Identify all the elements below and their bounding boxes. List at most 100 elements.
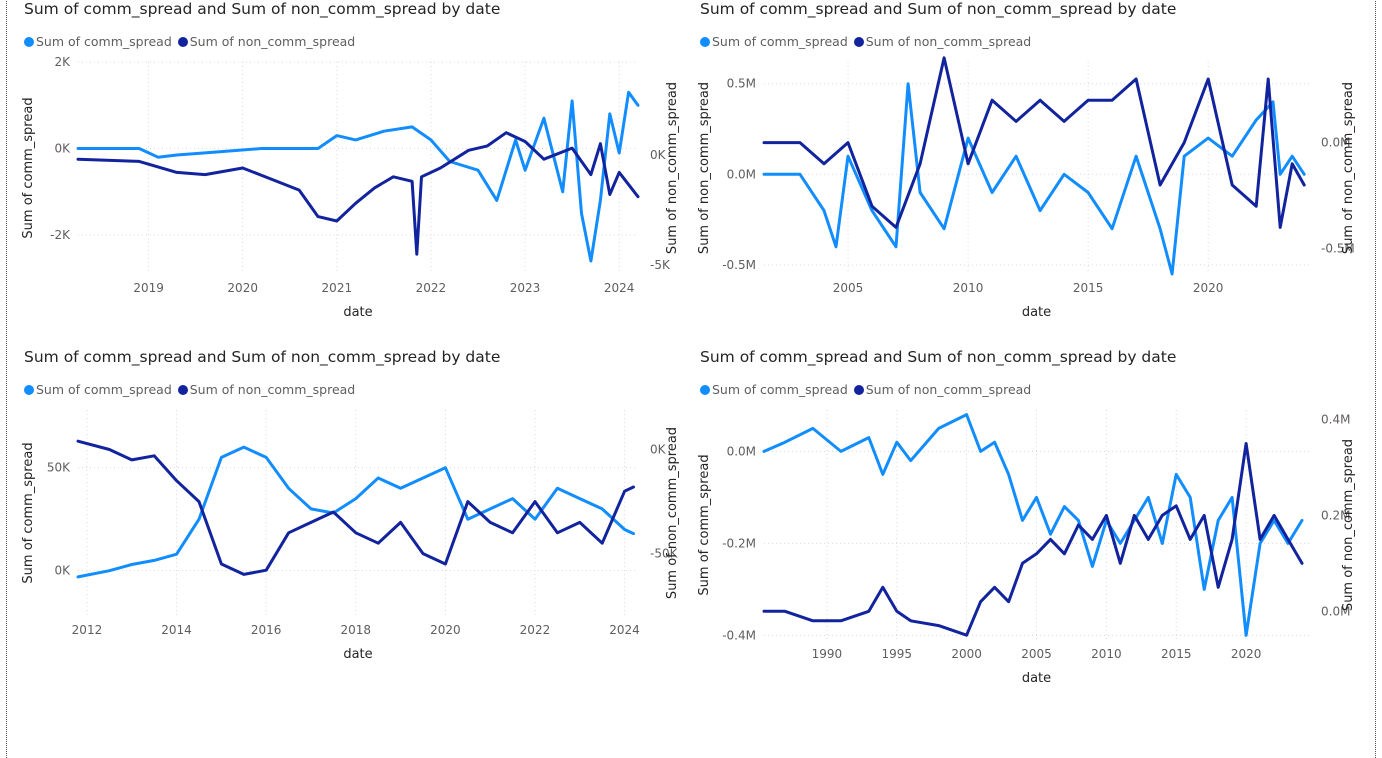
y-axis-title: Sum of non_comm_spread — [697, 82, 712, 254]
x-tick-label: 2020 — [1231, 647, 1262, 661]
line-chart-visual[interactable]: Sum of comm_spread and Sum of non_comm_s… — [6, 348, 686, 697]
x-tick-label: 2023 — [510, 281, 541, 295]
y-tick-label: 0K — [54, 142, 71, 156]
line-chart-visual[interactable]: Sum of comm_spread and Sum of non_comm_s… — [682, 348, 1362, 697]
legend-item[interactable]: Sum of non_comm_spread — [177, 382, 356, 397]
series-line-non-comm-spread[interactable] — [76, 131, 640, 256]
x-tick-label: 2012 — [72, 623, 103, 637]
y2-axis-title: Sum of non_comm_spread — [665, 427, 680, 599]
y2-tick-label: -5K — [650, 258, 671, 272]
legend-marker-icon — [24, 385, 34, 395]
legend-marker-icon — [177, 37, 188, 47]
y2-tick-label: 0.0M — [1321, 604, 1350, 618]
y2-tick-label: -50K — [650, 547, 679, 561]
y-tick-label: -0.4M — [722, 628, 756, 642]
y2-tick-label: -0.5M — [1321, 242, 1355, 256]
x-tick-label: 2020 — [430, 623, 461, 637]
series-line-comm-spread[interactable] — [762, 82, 1306, 276]
legend-label: Sum of non_comm_spread — [865, 382, 1032, 397]
legend-marker-icon — [853, 37, 864, 47]
x-axis-title: date — [343, 647, 372, 662]
legend-label: Sum of non_comm_spread — [865, 34, 1032, 49]
x-tick-label: 2015 — [1161, 647, 1192, 661]
chart-legend: Sum of comm_spread Sum of non_comm_spread — [700, 34, 1037, 49]
chart-plot-svg: 1990 1995 2000 2005 2010 2015 2020 0.0M -0.2M -0.… — [697, 410, 1356, 686]
x-axis-title: date — [343, 305, 372, 320]
x-tick-label: 2022 — [416, 281, 447, 295]
x-tick-label: 2005 — [833, 281, 864, 295]
chart-legend: Sum of comm_spread Sum of non_comm_spread — [24, 382, 361, 397]
legend-item[interactable]: Sum of non_comm_spread — [853, 382, 1032, 397]
y-tick-label: 0.0M — [727, 167, 756, 181]
series-line-comm-spread[interactable] — [76, 445, 635, 579]
y-axis-title: Sum of comm_spread — [21, 442, 36, 583]
y2-tick-label: 0.4M — [1321, 413, 1350, 427]
chart-plot-svg: 2012 2014 2016 2018 2020 2022 2024 50K 0K 0K -50K d… — [21, 410, 680, 662]
series-line-comm-spread[interactable] — [762, 413, 1304, 637]
series-line-non-comm-spread[interactable] — [76, 439, 635, 576]
x-tick-label: 2018 — [340, 623, 371, 637]
x-axis-title: date — [1022, 305, 1051, 320]
x-axis-title: date — [1022, 671, 1051, 686]
y-tick-label: 50K — [47, 461, 71, 475]
series-line-comm-spread[interactable] — [76, 90, 640, 263]
legend-marker-icon — [853, 385, 864, 395]
chart-title: Sum of comm_spread and Sum of non_comm_s… — [700, 0, 1177, 18]
y-tick-label: 2K — [54, 55, 71, 69]
x-tick-label: 2020 — [227, 281, 258, 295]
legend-item[interactable]: Sum of comm_spread — [700, 382, 848, 397]
chart-title: Sum of comm_spread and Sum of non_comm_s… — [24, 348, 501, 366]
y2-tick-label: 0K — [650, 443, 667, 457]
legend-label: Sum of comm_spread — [36, 382, 172, 397]
y-tick-label: -2K — [50, 228, 71, 242]
y-axis-title: Sum of comm_spread — [21, 97, 36, 238]
chart-legend: Sum of comm_spread Sum of non_comm_spread — [700, 382, 1037, 397]
x-tick-label: 2021 — [322, 281, 353, 295]
legend-label: Sum of non_comm_spread — [189, 382, 356, 397]
x-tick-label: 2015 — [1073, 281, 1104, 295]
x-tick-label: 2005 — [1021, 647, 1052, 661]
y-tick-label: 0.5M — [727, 77, 756, 91]
y2-tick-label: 0.0M — [1321, 136, 1350, 150]
report-canvas-border — [6, 0, 1376, 758]
chart-title: Sum of comm_spread and Sum of non_comm_s… — [700, 348, 1177, 366]
y2-axis-title: Sum of non_comm_spread — [665, 82, 680, 254]
x-tick-label: 2020 — [1193, 281, 1224, 295]
y-tick-label: 0K — [54, 564, 71, 578]
chart-plot-svg: 2019 2020 2021 2022 2023 2024 2K 0K -2K 0K -5K date… — [21, 55, 680, 320]
x-tick-label: 1990 — [812, 647, 843, 661]
legend-item[interactable]: Sum of non_comm_spread — [177, 34, 356, 49]
legend-item[interactable]: Sum of comm_spread — [700, 34, 848, 49]
legend-label: Sum of non_comm_spread — [189, 34, 356, 49]
line-chart-visual[interactable]: Sum of comm_spread and Sum of non_comm_s… — [682, 0, 1362, 349]
y-axis-title: Sum of comm_spread — [697, 454, 712, 595]
x-tick-label: 2010 — [1091, 647, 1122, 661]
x-tick-label: 2019 — [133, 281, 164, 295]
y-tick-label: 0.0M — [727, 444, 756, 458]
chart-legend: Sum of comm_spread Sum of non_comm_spread — [24, 34, 361, 49]
x-tick-label: 2010 — [953, 281, 984, 295]
x-tick-label: 2024 — [609, 623, 640, 637]
legend-marker-icon — [700, 37, 710, 47]
legend-item[interactable]: Sum of comm_spread — [24, 34, 172, 49]
series-line-non-comm-spread[interactable] — [762, 56, 1306, 229]
legend-item[interactable]: Sum of comm_spread — [24, 382, 172, 397]
x-tick-label: 1995 — [881, 647, 912, 661]
legend-marker-icon — [24, 37, 34, 47]
legend-marker-icon — [700, 385, 710, 395]
chart-plot-svg: 2005 2010 2015 2020 0.5M 0.0M -0.5M 0.0M -0.5M da… — [697, 56, 1356, 320]
x-tick-label: 2022 — [520, 623, 551, 637]
line-chart-visual[interactable]: Sum of comm_spread and Sum of non_comm_s… — [6, 0, 686, 349]
x-tick-label: 2024 — [604, 281, 635, 295]
x-tick-label: 2016 — [251, 623, 282, 637]
legend-marker-icon — [177, 385, 188, 395]
chart-title: Sum of comm_spread and Sum of non_comm_s… — [24, 0, 501, 18]
y2-tick-label: 0K — [650, 148, 667, 162]
series-line-non-comm-spread[interactable] — [762, 442, 1304, 637]
y-tick-label: -0.5M — [722, 258, 756, 272]
x-tick-label: 2014 — [161, 623, 192, 637]
legend-label: Sum of comm_spread — [36, 34, 172, 49]
y2-axis-title: Sum of non_comm_spread — [1341, 439, 1356, 611]
y-tick-label: -0.2M — [722, 536, 756, 550]
legend-item[interactable]: Sum of non_comm_spread — [853, 34, 1032, 49]
